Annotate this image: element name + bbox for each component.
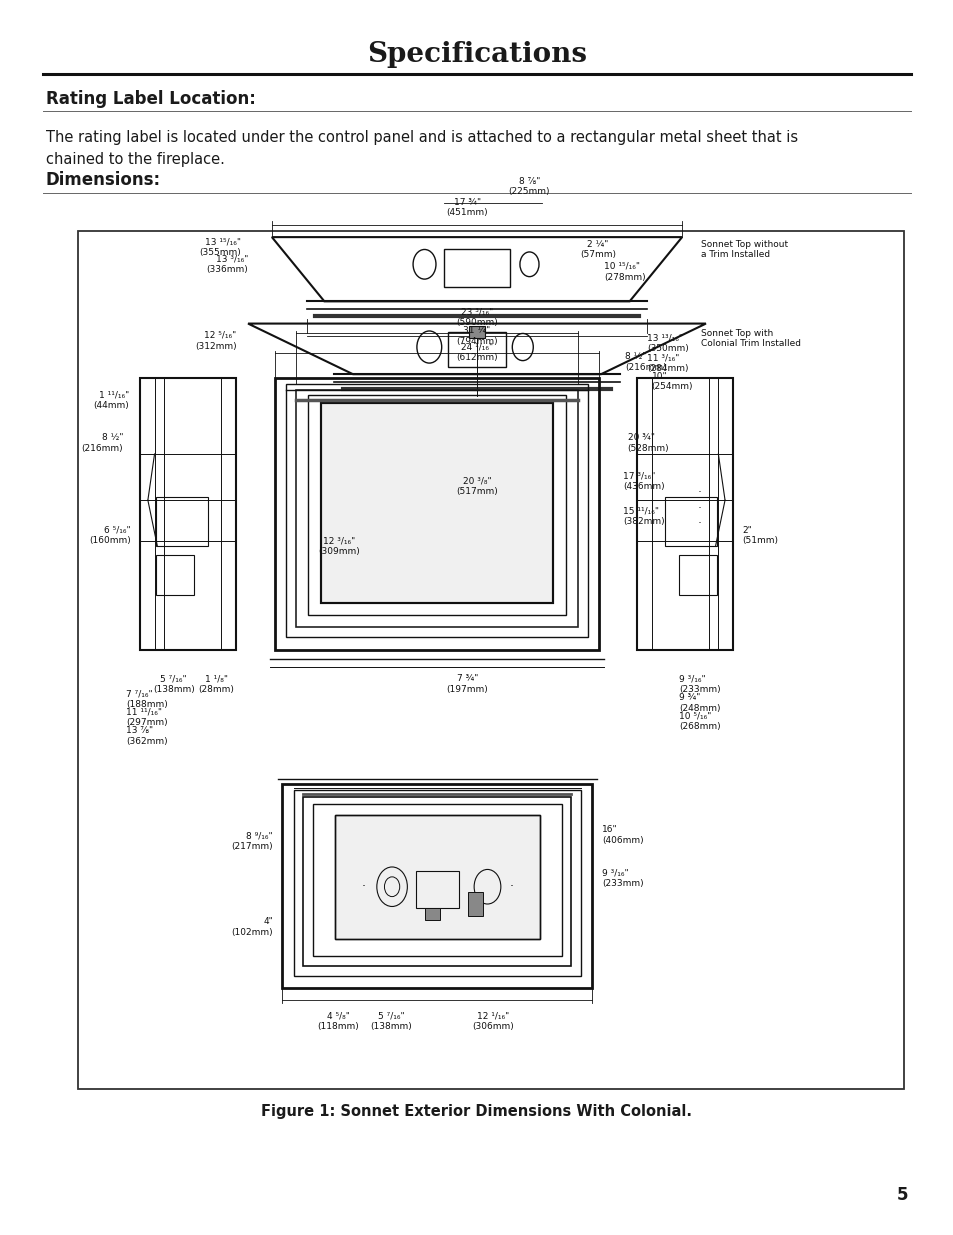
Text: 23 ³/₁₆"
(590mm): 23 ³/₁₆" (590mm) <box>456 308 497 327</box>
Text: 9 ¾"
(248mm): 9 ¾" (248mm) <box>679 693 720 713</box>
Text: 13 ⅞"
(362mm): 13 ⅞" (362mm) <box>126 726 168 746</box>
Text: 12 ⁵/₁₆"
(312mm): 12 ⁵/₁₆" (312mm) <box>194 331 236 351</box>
Text: 12 ¹/₁₆"
(306mm): 12 ¹/₁₆" (306mm) <box>472 1011 514 1031</box>
Text: 8 ⅞"
(225mm): 8 ⅞" (225mm) <box>508 177 550 196</box>
Text: 31 ¼"
(794mm): 31 ¼" (794mm) <box>456 326 497 346</box>
Text: Specifications: Specifications <box>367 41 586 68</box>
Bar <box>78 231 903 1089</box>
Text: 10"
(254mm): 10" (254mm) <box>651 372 693 391</box>
Text: 15 ¹¹/₁₆"
(382mm): 15 ¹¹/₁₆" (382mm) <box>622 506 664 526</box>
Bar <box>443 249 510 287</box>
Bar <box>155 498 208 546</box>
Text: 16"
(406mm): 16" (406mm) <box>601 825 643 845</box>
Text: 12 ³/₁₆"
(309mm): 12 ³/₁₆" (309mm) <box>318 536 360 556</box>
Text: 10 ⁵/₁₆"
(268mm): 10 ⁵/₁₆" (268mm) <box>679 711 720 731</box>
Text: 13 ¹⁵/₁₆"
(355mm): 13 ¹⁵/₁₆" (355mm) <box>199 237 241 257</box>
Text: 11 ¹¹/₁₆"
(297mm): 11 ¹¹/₁₆" (297mm) <box>126 708 168 727</box>
Bar <box>294 790 580 976</box>
Bar <box>308 395 565 615</box>
Text: 4"
(102mm): 4" (102mm) <box>231 918 273 936</box>
Text: 9 ³/₁₆"
(233mm): 9 ³/₁₆" (233mm) <box>601 868 643 888</box>
Text: Dimensions:: Dimensions: <box>46 172 161 189</box>
Bar <box>679 555 717 595</box>
Text: 7 ⁷/₁₆"
(188mm): 7 ⁷/₁₆" (188mm) <box>126 689 168 709</box>
Text: Sonnet Top without
a Trim Installed: Sonnet Top without a Trim Installed <box>700 240 787 259</box>
Text: 2 ¼"
(57mm): 2 ¼" (57mm) <box>579 240 616 259</box>
Text: 5: 5 <box>896 1187 907 1204</box>
Text: ·: · <box>361 881 365 893</box>
Text: 11 ³/₁₆"
(284mm): 11 ³/₁₆" (284mm) <box>646 353 688 373</box>
Bar <box>335 815 539 939</box>
Text: The rating label is located under the control panel and is attached to a rectang: The rating label is located under the co… <box>46 130 797 167</box>
Bar <box>313 804 561 956</box>
Bar <box>416 871 458 908</box>
Text: 10 ¹⁵/₁₆"
(278mm): 10 ¹⁵/₁₆" (278mm) <box>603 262 645 282</box>
Bar <box>637 378 732 650</box>
Text: 2"
(51mm): 2" (51mm) <box>741 526 778 546</box>
Bar <box>140 378 235 650</box>
Bar <box>468 892 482 916</box>
Text: Sonnet Top with
Colonial Trim Installed: Sonnet Top with Colonial Trim Installed <box>700 329 801 348</box>
Bar <box>469 326 484 338</box>
Text: 1 ¹¹/₁₆"
(44mm): 1 ¹¹/₁₆" (44mm) <box>93 390 129 410</box>
Text: 13 ³/₁₆"
(336mm): 13 ³/₁₆" (336mm) <box>206 254 248 274</box>
Text: ·
·
·: · · · <box>697 487 700 530</box>
Text: Figure 1: Sonnet Exterior Dimensions With Colonial.: Figure 1: Sonnet Exterior Dimensions Wit… <box>261 1104 692 1119</box>
Bar <box>448 332 505 367</box>
Bar <box>320 403 553 603</box>
Bar <box>303 797 571 966</box>
Bar <box>295 390 578 627</box>
Text: 6 ⁵/₁₆"
(160mm): 6 ⁵/₁₆" (160mm) <box>89 526 131 546</box>
Text: 8 ⁹/₁₆"
(217mm): 8 ⁹/₁₆" (217mm) <box>231 831 273 851</box>
Text: 17 ³/₁₆"
(436mm): 17 ³/₁₆" (436mm) <box>622 472 664 492</box>
Text: 7 ¾"
(197mm): 7 ¾" (197mm) <box>446 674 488 694</box>
Text: 17 ¾"
(451mm): 17 ¾" (451mm) <box>446 198 488 217</box>
Text: 8 ½"
(216mm): 8 ½" (216mm) <box>81 433 123 453</box>
Text: 20 ³/₈"
(517mm): 20 ³/₈" (517mm) <box>456 477 497 496</box>
Text: 5 ⁷/₁₆"
(138mm): 5 ⁷/₁₆" (138mm) <box>370 1011 412 1031</box>
Text: 9 ³/₁₆"
(233mm): 9 ³/₁₆" (233mm) <box>679 674 720 694</box>
Text: 13 ¹³/₁₆"
(350mm): 13 ¹³/₁₆" (350mm) <box>646 333 688 353</box>
Bar <box>274 378 598 650</box>
Text: 4 ⁵/₈"
(118mm): 4 ⁵/₈" (118mm) <box>317 1011 358 1031</box>
Bar <box>335 815 539 939</box>
Bar <box>286 384 587 637</box>
Bar <box>664 498 717 546</box>
Bar <box>320 403 553 603</box>
Text: 1 ¹/₈"
(28mm): 1 ¹/₈" (28mm) <box>198 674 234 694</box>
Text: 20 ¾"
(528mm): 20 ¾" (528mm) <box>627 433 669 453</box>
Text: ·: · <box>509 881 513 893</box>
Bar <box>282 784 592 988</box>
Text: 8 ½"
(216mm): 8 ½" (216mm) <box>624 352 666 372</box>
Text: 24 ¹/₁₆"
(612mm): 24 ¹/₁₆" (612mm) <box>456 342 497 362</box>
Bar <box>155 555 193 595</box>
Bar <box>425 908 439 920</box>
Text: Rating Label Location:: Rating Label Location: <box>46 90 255 107</box>
Text: 5 ⁷/₁₆"
(138mm): 5 ⁷/₁₆" (138mm) <box>152 674 194 694</box>
